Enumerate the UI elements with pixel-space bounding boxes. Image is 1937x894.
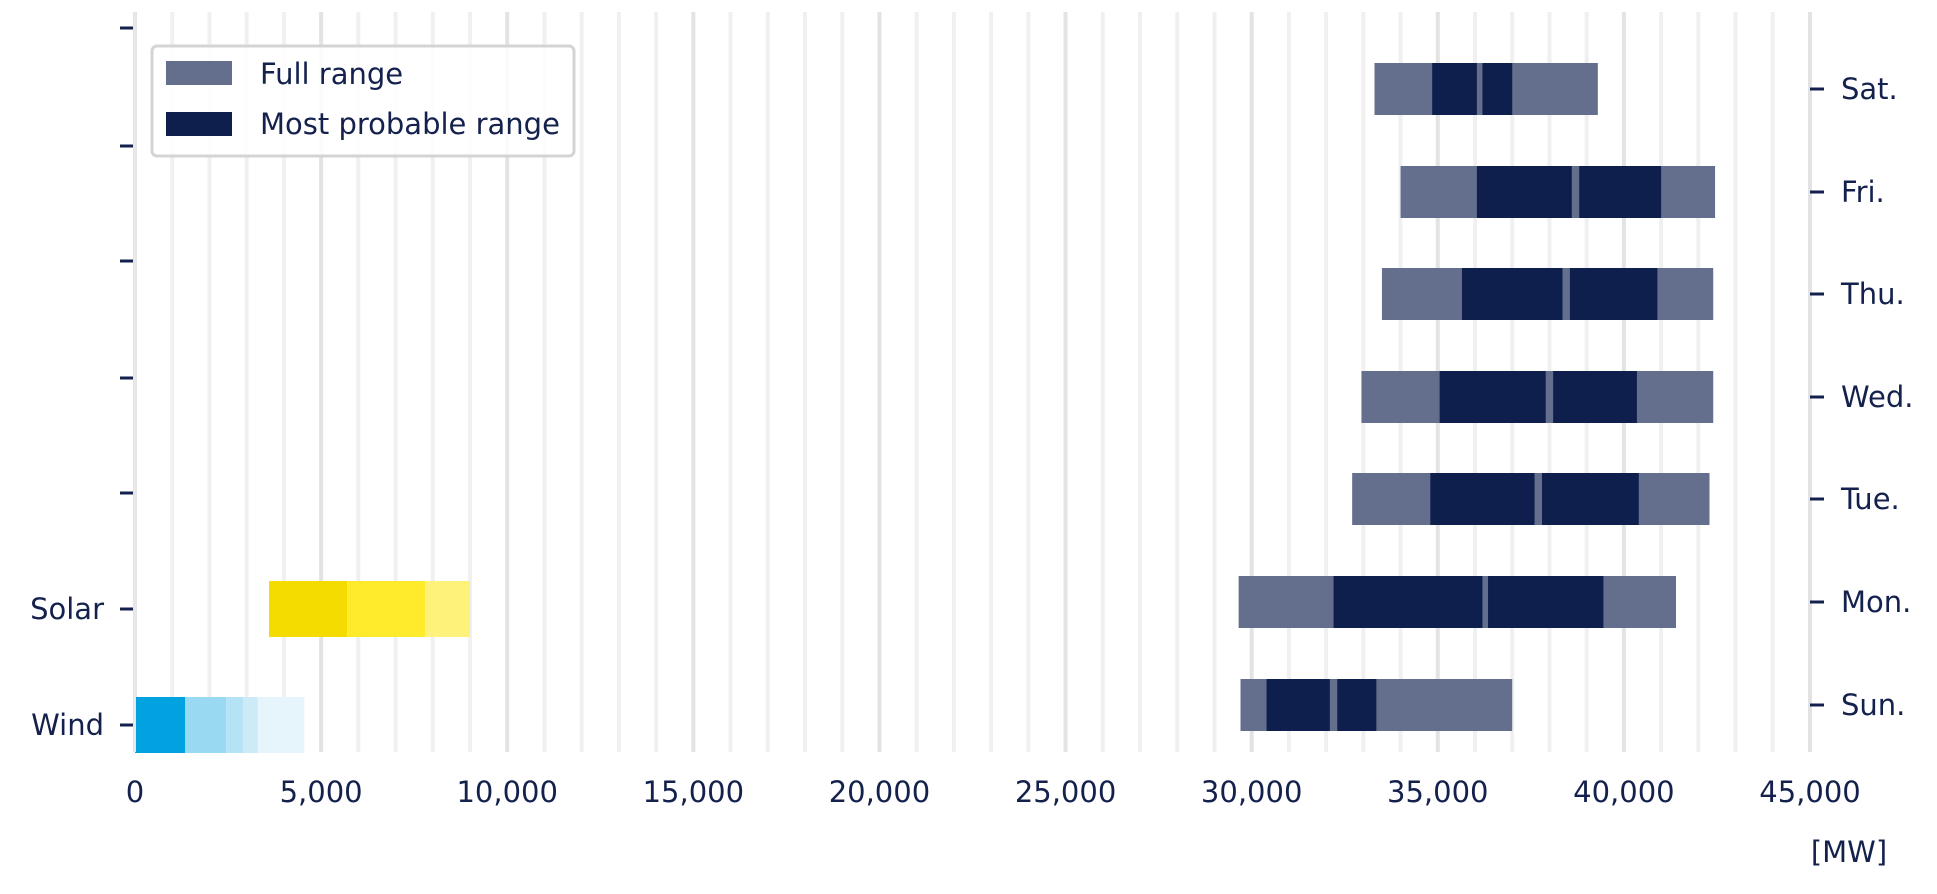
most-probable-bar [1579, 166, 1662, 218]
most-probable-bar [1439, 371, 1546, 423]
left-category-label: Wind [31, 708, 104, 742]
x-tick-label: 45,000 [1759, 775, 1860, 809]
x-tick-label: 20,000 [829, 775, 930, 809]
renewable-segment-solar [347, 581, 426, 637]
most-probable-bar [1337, 679, 1377, 731]
x-tick-label: 25,000 [1015, 775, 1116, 809]
unit-label: [MW] [1811, 835, 1887, 869]
most-probable-bar [1333, 576, 1483, 628]
right-category-label: Sat. [1841, 72, 1898, 106]
legend: Full range Most probable range [150, 44, 576, 158]
right-category-label: Thu. [1840, 277, 1905, 311]
most-probable-bar [1476, 166, 1572, 218]
x-tick-label: 35,000 [1387, 775, 1488, 809]
most-probable-bar [1482, 63, 1513, 115]
most-probable-bar [1266, 679, 1330, 731]
most-probable-bar [1553, 371, 1637, 423]
most-probable-bar [1488, 576, 1604, 628]
x-tick-label: 15,000 [643, 775, 744, 809]
most-probable-bar [1542, 473, 1639, 525]
legend-swatch-most-probable [166, 112, 232, 136]
legend-label-full-range: Full range [260, 57, 403, 91]
right-category-label: Fri. [1841, 175, 1885, 209]
x-tick-label: 0 [126, 775, 144, 809]
left-category-label: Solar [30, 592, 104, 626]
right-category-label: Sun. [1841, 688, 1905, 722]
renewable-segment-solar [269, 581, 348, 637]
most-probable-bar [1569, 268, 1658, 320]
legend-swatch-full-range [166, 61, 232, 85]
x-tick-label: 10,000 [456, 775, 557, 809]
renewable-segment-wind [242, 697, 258, 753]
most-probable-bar [1430, 473, 1535, 525]
x-tick-label: 5,000 [280, 775, 363, 809]
x-tick-label: 40,000 [1573, 775, 1674, 809]
bars [135, 63, 1716, 753]
renewable-segment-wind [257, 697, 305, 753]
renewable-segment-wind [135, 697, 186, 753]
legend-label-most-probable: Most probable range [260, 107, 560, 141]
right-category-label: Tue. [1840, 482, 1900, 516]
right-category-label: Wed. [1841, 380, 1913, 414]
most-probable-bar [1461, 268, 1563, 320]
renewable-segment-solar [425, 581, 470, 637]
renewable-segment-wind [226, 697, 243, 753]
most-probable-bar [1432, 63, 1477, 115]
legend-box [150, 44, 576, 158]
x-tick-label: 30,000 [1201, 775, 1302, 809]
renewable-segment-wind [185, 697, 227, 753]
axes: 0 5,000 10,000 15,000 20,000 25,000 30,000 35,0… [30, 12, 1913, 809]
right-category-label: Mon. [1841, 585, 1911, 619]
